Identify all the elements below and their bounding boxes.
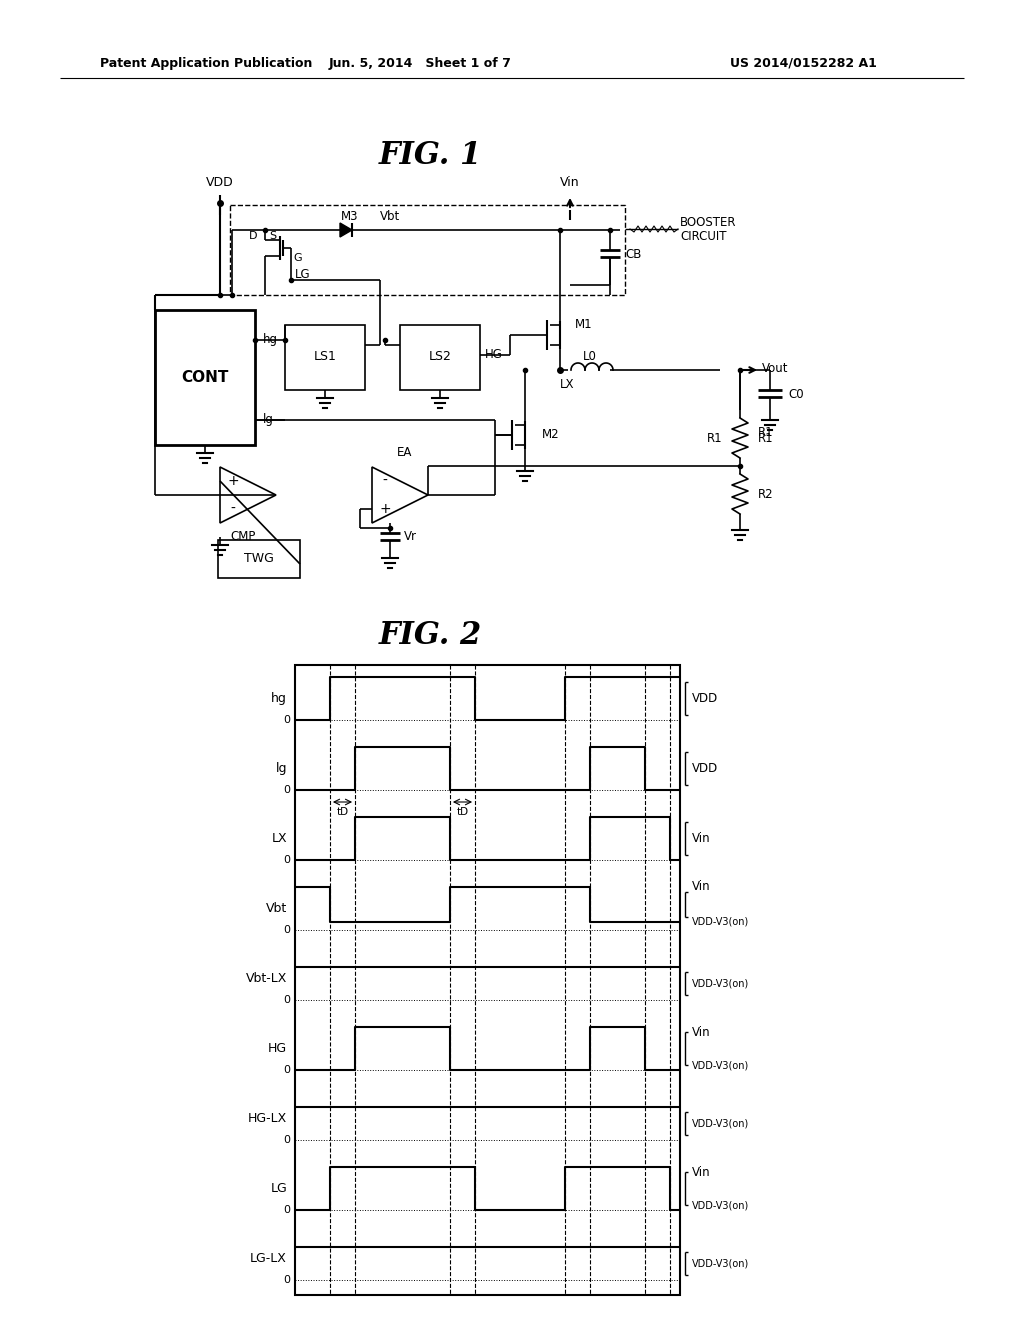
Text: Vbt: Vbt bbox=[266, 902, 287, 915]
Text: Vout: Vout bbox=[762, 363, 788, 375]
Text: Vin: Vin bbox=[692, 832, 711, 845]
Text: R2: R2 bbox=[758, 487, 773, 500]
Text: FIG. 2: FIG. 2 bbox=[379, 619, 481, 651]
Text: L0: L0 bbox=[583, 350, 597, 363]
Text: Vbt-LX: Vbt-LX bbox=[246, 972, 287, 985]
Text: CB: CB bbox=[625, 248, 641, 260]
Text: +: + bbox=[227, 474, 239, 488]
Text: tD: tD bbox=[337, 807, 348, 817]
Text: VDD-V3(on): VDD-V3(on) bbox=[692, 1060, 750, 1071]
Text: US 2014/0152282 A1: US 2014/0152282 A1 bbox=[730, 57, 877, 70]
Text: Jun. 5, 2014   Sheet 1 of 7: Jun. 5, 2014 Sheet 1 of 7 bbox=[329, 57, 511, 70]
Text: CONT: CONT bbox=[181, 370, 228, 384]
Text: FIG. 1: FIG. 1 bbox=[379, 140, 481, 170]
Text: hg: hg bbox=[271, 692, 287, 705]
Text: M3: M3 bbox=[341, 210, 358, 223]
Text: CMP: CMP bbox=[230, 531, 256, 544]
Text: 0: 0 bbox=[283, 715, 290, 725]
Text: tD: tD bbox=[457, 807, 469, 817]
Text: VDD-V3(on): VDD-V3(on) bbox=[692, 978, 750, 989]
Text: 0: 0 bbox=[283, 855, 290, 865]
Text: EA: EA bbox=[397, 446, 413, 459]
Text: R1: R1 bbox=[758, 432, 773, 445]
Text: 0: 0 bbox=[283, 995, 290, 1005]
Bar bbox=[285, 325, 365, 389]
Text: Vin: Vin bbox=[692, 1166, 711, 1179]
Text: +: + bbox=[379, 502, 391, 516]
Text: LS2: LS2 bbox=[429, 351, 452, 363]
Text: Vin: Vin bbox=[692, 1026, 711, 1039]
Text: G: G bbox=[293, 253, 302, 263]
Text: -: - bbox=[383, 474, 387, 488]
Text: HG-LX: HG-LX bbox=[248, 1111, 287, 1125]
Text: C0: C0 bbox=[788, 388, 804, 400]
Text: S: S bbox=[269, 231, 276, 242]
Text: 0: 0 bbox=[283, 1275, 290, 1284]
Text: VDD: VDD bbox=[692, 692, 718, 705]
Text: HG: HG bbox=[485, 348, 503, 362]
Text: LX: LX bbox=[560, 378, 574, 391]
Text: lg: lg bbox=[263, 413, 273, 426]
Text: LG: LG bbox=[270, 1181, 287, 1195]
Text: R1: R1 bbox=[707, 432, 722, 445]
Text: hg: hg bbox=[263, 334, 278, 346]
Text: LS1: LS1 bbox=[313, 351, 337, 363]
Text: VDD-V3(on): VDD-V3(on) bbox=[692, 1118, 750, 1129]
Polygon shape bbox=[340, 223, 352, 238]
Bar bbox=[155, 310, 255, 445]
Text: M2: M2 bbox=[542, 429, 560, 441]
Text: 0: 0 bbox=[283, 1205, 290, 1214]
Text: TWG: TWG bbox=[244, 553, 274, 565]
Text: -: - bbox=[230, 502, 236, 516]
Text: R1: R1 bbox=[758, 425, 773, 438]
Text: 0: 0 bbox=[283, 1065, 290, 1074]
Text: VDD: VDD bbox=[692, 762, 718, 775]
Text: Patent Application Publication: Patent Application Publication bbox=[100, 57, 312, 70]
Text: M1: M1 bbox=[575, 318, 593, 331]
Text: BOOSTER: BOOSTER bbox=[680, 215, 736, 228]
Text: 0: 0 bbox=[283, 925, 290, 935]
Text: LG: LG bbox=[295, 268, 310, 281]
Text: Vr: Vr bbox=[404, 529, 417, 543]
Text: VDD-V3(on): VDD-V3(on) bbox=[692, 917, 750, 927]
Text: Vin: Vin bbox=[560, 177, 580, 190]
Text: Vbt: Vbt bbox=[380, 210, 400, 223]
Text: CIRCUIT: CIRCUIT bbox=[680, 231, 726, 243]
Bar bbox=[230, 205, 625, 294]
Text: 0: 0 bbox=[283, 785, 290, 795]
Text: HG: HG bbox=[268, 1041, 287, 1055]
Bar bbox=[218, 540, 300, 578]
Text: VDD-V3(on): VDD-V3(on) bbox=[692, 1258, 750, 1269]
Text: Vin: Vin bbox=[692, 880, 711, 894]
Text: LG-LX: LG-LX bbox=[250, 1251, 287, 1265]
Text: VDD-V3(on): VDD-V3(on) bbox=[692, 1200, 750, 1210]
Text: D: D bbox=[249, 231, 257, 242]
Bar bbox=[400, 325, 480, 389]
Text: 0: 0 bbox=[283, 1135, 290, 1144]
Bar bbox=[295, 665, 680, 1295]
Text: VDD: VDD bbox=[206, 177, 233, 190]
Text: LX: LX bbox=[271, 832, 287, 845]
Text: lg: lg bbox=[275, 762, 287, 775]
